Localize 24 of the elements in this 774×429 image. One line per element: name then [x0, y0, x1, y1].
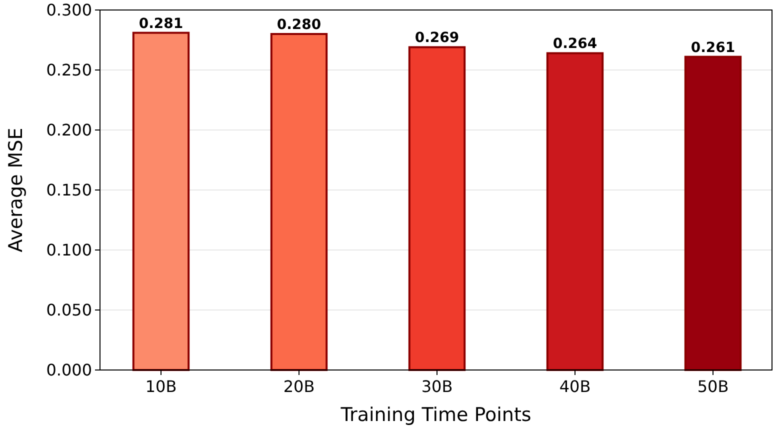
x-tick-label: 40B [559, 377, 591, 396]
y-axis-title: Average MSE [5, 128, 27, 252]
y-tick-label: 0.050 [46, 300, 92, 320]
x-tick-label: 20B [283, 377, 315, 396]
bar [684, 56, 742, 371]
bar [546, 52, 604, 371]
bar [270, 33, 328, 371]
data-label: 0.281 [138, 16, 184, 32]
x-tick-label: 10B [145, 377, 177, 396]
y-tick-label: 0.300 [46, 0, 92, 20]
data-label: 0.261 [690, 40, 736, 56]
data-label: 0.269 [414, 30, 460, 46]
bar [408, 46, 466, 371]
y-tick-label: 0.250 [46, 60, 92, 80]
y-tick-label: 0.100 [46, 240, 92, 260]
y-tick-label: 0.200 [46, 120, 92, 140]
x-tick-label: 30B [421, 377, 453, 396]
x-axis-title: Training Time Points [340, 404, 532, 426]
x-tick-label: 50B [697, 377, 729, 396]
y-tick-label: 0.000 [46, 360, 92, 380]
data-label: 0.280 [276, 17, 322, 33]
y-tick-label: 0.150 [46, 180, 92, 200]
bar [132, 32, 190, 371]
data-label: 0.264 [552, 36, 598, 52]
